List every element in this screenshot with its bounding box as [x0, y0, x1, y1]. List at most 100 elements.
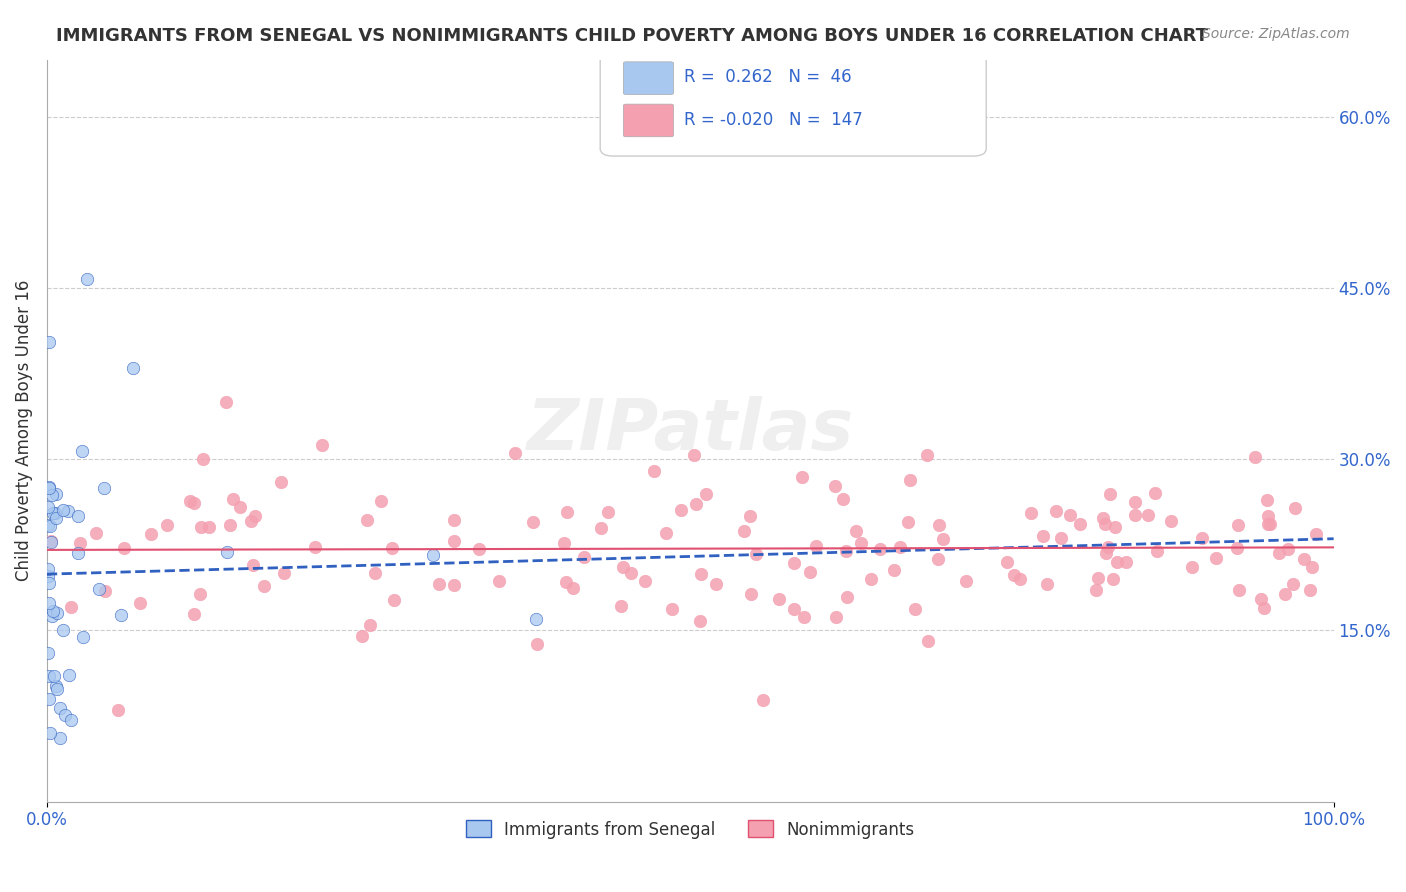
Point — [898, 473, 921, 487]
Point — [904, 601, 927, 615]
Point — [682, 448, 704, 462]
Point — [188, 586, 211, 600]
Point — [139, 527, 162, 541]
Point — [1059, 508, 1081, 523]
Point — [1008, 572, 1031, 586]
Point — [242, 558, 264, 573]
Point — [1045, 504, 1067, 518]
Point — [190, 520, 212, 534]
Y-axis label: Child Poverty Among Boys Under 16: Child Poverty Among Boys Under 16 — [15, 280, 32, 582]
Point — [93, 481, 115, 495]
Point — [562, 581, 585, 595]
Point — [112, 541, 135, 555]
Point — [740, 509, 762, 524]
Point — [589, 521, 612, 535]
Point — [183, 495, 205, 509]
Point — [1268, 546, 1291, 560]
Point — [41, 506, 63, 520]
Point — [825, 610, 848, 624]
Point — [215, 395, 238, 409]
Point — [832, 491, 855, 506]
Point — [38, 669, 60, 683]
Point — [121, 360, 143, 375]
Point — [685, 498, 707, 512]
Point — [38, 334, 60, 349]
Point — [1036, 577, 1059, 591]
Point — [690, 566, 713, 581]
Point — [427, 576, 450, 591]
Point — [1282, 576, 1305, 591]
Point — [612, 559, 634, 574]
Point — [311, 438, 333, 452]
Point — [49, 701, 72, 715]
Point — [1243, 450, 1265, 464]
Point — [928, 518, 950, 533]
Point — [488, 574, 510, 588]
Point — [897, 515, 920, 529]
Point — [744, 548, 766, 562]
Point — [915, 448, 938, 462]
Point — [610, 599, 633, 614]
Point — [706, 577, 728, 591]
Text: R =  0.262   N =  46: R = 0.262 N = 46 — [683, 68, 852, 86]
Point — [1144, 485, 1167, 500]
Point — [42, 604, 65, 618]
Point — [1277, 542, 1299, 557]
Point — [359, 617, 381, 632]
Point — [1092, 511, 1115, 525]
Point — [917, 634, 939, 648]
FancyBboxPatch shape — [623, 62, 673, 95]
Point — [72, 630, 94, 644]
Point — [44, 669, 66, 683]
Point — [1292, 552, 1315, 566]
Point — [38, 691, 60, 706]
Point — [927, 552, 949, 566]
Point — [793, 610, 815, 624]
Point — [1115, 555, 1137, 569]
Point — [381, 541, 404, 555]
Point — [191, 452, 214, 467]
Point — [783, 557, 806, 571]
Point — [1284, 501, 1306, 516]
Point — [883, 562, 905, 576]
Point — [1301, 560, 1323, 574]
Point — [89, 582, 111, 597]
Point — [270, 475, 292, 489]
Point — [39, 726, 62, 740]
Point — [1019, 507, 1042, 521]
Point — [382, 593, 405, 607]
Point — [555, 574, 578, 589]
Point — [752, 692, 775, 706]
Point — [849, 536, 872, 550]
Point — [620, 566, 643, 581]
FancyBboxPatch shape — [623, 104, 673, 136]
Point — [634, 574, 657, 589]
FancyBboxPatch shape — [600, 45, 986, 156]
Point — [1250, 591, 1272, 606]
Point — [222, 491, 245, 506]
Point — [1160, 514, 1182, 528]
Point — [1002, 567, 1025, 582]
Point — [39, 519, 62, 533]
Point — [443, 534, 465, 549]
Point — [37, 569, 59, 583]
Point — [156, 518, 179, 533]
Point — [835, 544, 858, 558]
Point — [1257, 517, 1279, 532]
Point — [1107, 555, 1129, 569]
Point — [44, 506, 66, 520]
Point — [45, 510, 67, 524]
Point — [443, 513, 465, 527]
Point — [661, 602, 683, 616]
Point — [1253, 601, 1275, 615]
Point — [59, 713, 82, 727]
Point — [1097, 540, 1119, 554]
Point — [110, 608, 132, 623]
Point — [45, 487, 67, 501]
Point — [1256, 492, 1278, 507]
Point — [52, 623, 75, 637]
Point — [129, 596, 152, 610]
Point — [70, 444, 93, 458]
Point — [37, 500, 59, 514]
Point — [39, 535, 62, 549]
